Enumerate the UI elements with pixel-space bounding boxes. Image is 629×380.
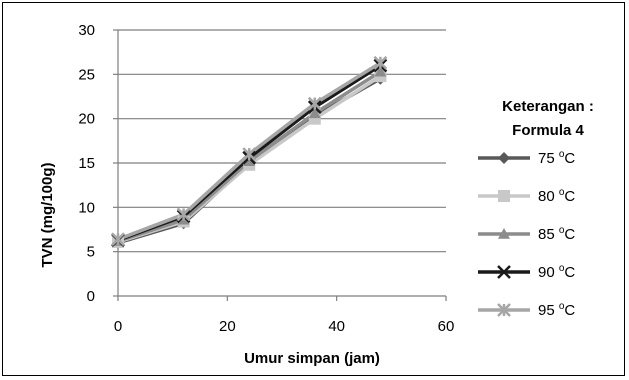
legend-entry-2: 80 oC xyxy=(478,187,575,205)
legend-entry-5: 95 oC xyxy=(478,301,575,319)
series-5-point-2 xyxy=(176,207,191,222)
x-tick-label-60: 60 xyxy=(438,318,455,335)
legend-marker-4-b xyxy=(497,265,511,279)
legend-entry-1: 75 oC xyxy=(478,149,575,167)
y-tick-label-15: 15 xyxy=(78,155,95,172)
legend-marker-3 xyxy=(498,228,510,239)
legend-marker-5 xyxy=(497,303,511,317)
y-tick-label-0: 0 xyxy=(87,288,95,305)
legend-title-line1: Keterangan : xyxy=(502,98,594,115)
y-tick-label-5: 5 xyxy=(87,244,95,261)
series-5-point-5 xyxy=(373,55,388,70)
x-axis-title: Umur simpan (jam) xyxy=(244,350,380,367)
legend-marker-1 xyxy=(498,152,510,164)
y-tick-label-20: 20 xyxy=(78,111,95,128)
legend-entry-3: 85 oC xyxy=(478,225,575,243)
gridlines xyxy=(118,29,446,253)
y-axis-title: TVN (mg/100g) xyxy=(39,162,56,267)
legend-label-5: 95 oC xyxy=(538,301,575,319)
legend-label-4: 90 oC xyxy=(538,263,575,281)
y-tick-labels: 0 5 10 15 20 25 30 xyxy=(78,22,95,305)
chart-frame xyxy=(2,2,625,376)
axes xyxy=(113,29,447,301)
series-markers xyxy=(111,55,388,249)
legend: Keterangan : Formula 4 75 oC 80 oC 85 oC 90… xyxy=(478,98,594,319)
series-3-point-5 xyxy=(374,65,387,77)
legend-label-1: 75 oC xyxy=(538,149,575,167)
series-5-point-3 xyxy=(242,147,257,162)
legend-marker-4 xyxy=(497,265,511,279)
x-tick-label-40: 40 xyxy=(328,318,345,335)
series-5-point-1 xyxy=(111,232,125,247)
x-tick-label-20: 20 xyxy=(219,318,236,335)
y-tick-label-10: 10 xyxy=(78,199,95,216)
legend-title-line2: Formula 4 xyxy=(512,122,584,139)
y-tick-label-25: 25 xyxy=(78,66,95,83)
y-tick-label-30: 30 xyxy=(78,22,95,39)
x-tick-label-0: 0 xyxy=(114,318,122,335)
legend-label-3: 85 oC xyxy=(538,225,575,243)
x-tick-labels: 0 20 40 60 xyxy=(114,318,455,335)
series-3-point-4 xyxy=(308,107,321,119)
legend-label-2: 80 oC xyxy=(538,187,575,205)
legend-marker-2 xyxy=(498,190,510,202)
series-5-point-4 xyxy=(307,96,322,111)
series-3-point-3 xyxy=(243,155,256,167)
legend-entry-4: 90 oC xyxy=(478,263,575,281)
